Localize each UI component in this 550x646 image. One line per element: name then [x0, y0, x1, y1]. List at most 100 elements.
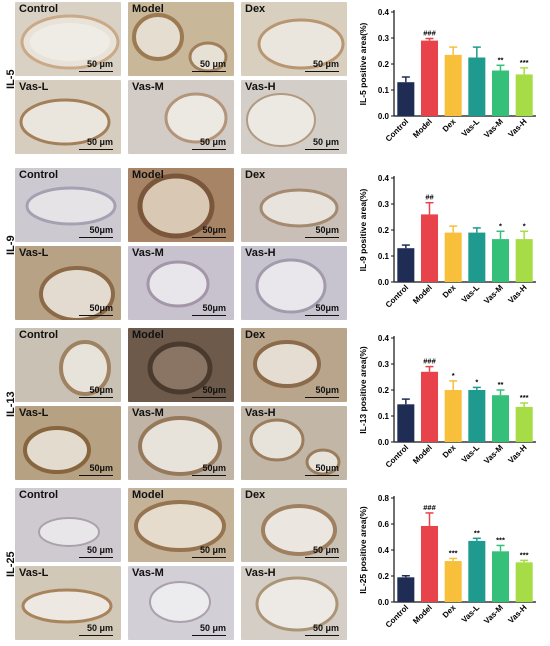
- significance-label: ##: [425, 193, 434, 202]
- scale-bar: [192, 474, 226, 476]
- micrograph-model: Model 50μm: [128, 168, 234, 242]
- significance-label: ***: [520, 58, 529, 67]
- scale-label: 50 μm: [312, 623, 339, 633]
- scale-label: 50μm: [202, 463, 226, 473]
- y-tick-label: 0.0: [378, 438, 390, 447]
- significance-label: ###: [423, 503, 436, 512]
- scale-label: 50 μm: [199, 59, 226, 69]
- tile-label: Vas-L: [19, 567, 49, 579]
- x-tick-label: Vas-H: [506, 603, 528, 625]
- x-tick-label: Dex: [441, 117, 458, 134]
- bar: [420, 525, 439, 602]
- x-tick-label: Model: [411, 603, 434, 626]
- x-tick-label: Control: [384, 443, 410, 469]
- scale-bar: [79, 634, 113, 636]
- micrograph-vas-m: Vas-M 50 μm: [128, 566, 234, 640]
- bar: [468, 540, 486, 602]
- tile-label: Vas-M: [132, 81, 164, 93]
- significance-label: **: [498, 55, 504, 64]
- panel-row-il5: IL-5 Control 50 μm Model 50 μm Dex 50 μm…: [0, 0, 550, 160]
- tile-label: Vas-H: [245, 407, 276, 419]
- bar-chart-il9: IL-9 positive area(%) 0.0 0.1 0.2 0.3 0.4 Cont…: [358, 174, 536, 310]
- x-tick-label: Dex: [441, 443, 458, 460]
- y-tick-label: 0.1: [378, 252, 390, 261]
- scale-label: 50μm: [315, 225, 339, 235]
- micrograph-vas-m: Vas-M 50μm: [128, 246, 234, 320]
- x-tick-label: Control: [384, 117, 410, 143]
- scale-label: 50 μm: [199, 545, 226, 555]
- tile-label: Model: [132, 169, 164, 181]
- bar: [444, 54, 462, 116]
- micrograph-vas-h: Vas-H 50μm: [241, 406, 347, 480]
- micrograph-model: Model 50μm: [128, 328, 234, 402]
- y-tick-label: 0.2: [378, 226, 390, 235]
- x-tick-label: Vas-H: [506, 117, 528, 139]
- scale-label: 50μm: [89, 463, 113, 473]
- micrograph-model: Model 50 μm: [128, 2, 234, 76]
- bar: [491, 395, 510, 442]
- tile-label: Dex: [245, 169, 266, 181]
- tile-label: Vas-L: [19, 81, 49, 93]
- bar: [468, 390, 486, 442]
- x-tick-label: Vas-H: [506, 283, 528, 305]
- significance-label: ***: [449, 548, 458, 557]
- bar: [397, 82, 415, 116]
- y-axis-label: IL-25 positive area(%): [358, 506, 368, 594]
- tile-label: Control: [19, 329, 59, 341]
- bar: [491, 551, 510, 602]
- panel-row-il9: IL-9 Control 50μm Model 50μm Dex 50μm Va…: [0, 166, 550, 326]
- micrograph-vas-l: Vas-L 50 μm: [15, 566, 121, 640]
- bar: [515, 562, 533, 602]
- micrograph-control: Control 50μm: [15, 168, 121, 242]
- x-tick-label: Dex: [441, 603, 458, 620]
- scale-label: 50 μm: [312, 59, 339, 69]
- scale-bar: [305, 236, 339, 238]
- micrograph-vas-h: Vas-H 50 μm: [241, 566, 347, 640]
- y-tick-label: 0.2: [378, 572, 390, 581]
- panel-row-il25: IL-25 Control 50 μm Model 50 μm Dex 50 μ…: [0, 486, 550, 646]
- scale-bar: [79, 70, 113, 72]
- bar: [420, 40, 439, 116]
- significance-label: ***: [520, 393, 529, 402]
- bar: [420, 371, 439, 442]
- y-tick-label: 0.4: [378, 174, 390, 183]
- y-tick-label: 0.0: [378, 598, 390, 607]
- y-tick-label: 0.2: [378, 386, 390, 395]
- scale-bar: [192, 70, 226, 72]
- scale-bar: [305, 148, 339, 150]
- y-tick-label: 0.3: [378, 360, 390, 369]
- tile-label: Dex: [245, 489, 266, 501]
- scale-bar: [192, 634, 226, 636]
- significance-label: **: [474, 528, 480, 537]
- tile-label: Control: [19, 3, 59, 15]
- bar: [420, 214, 439, 282]
- significance-label: ***: [496, 535, 505, 544]
- micrograph-dex: Dex 50μm: [241, 328, 347, 402]
- scale-label: 50μm: [89, 303, 113, 313]
- scale-bar: [192, 396, 226, 398]
- scale-bar: [192, 314, 226, 316]
- tile-label: Vas-M: [132, 407, 164, 419]
- x-tick-label: Control: [384, 603, 410, 629]
- scale-label: 50μm: [202, 225, 226, 235]
- scale-label: 50μm: [315, 303, 339, 313]
- tile-label: Control: [19, 489, 59, 501]
- scale-label: 50 μm: [199, 623, 226, 633]
- micrograph-dex: Dex 50 μm: [241, 488, 347, 562]
- tile-label: Control: [19, 169, 59, 181]
- scale-label: 50 μm: [199, 137, 226, 147]
- significance-label: *: [523, 221, 526, 230]
- scale-bar: [305, 314, 339, 316]
- y-tick-label: 0.2: [378, 60, 390, 69]
- y-tick-label: 0.6: [378, 520, 390, 529]
- y-tick-label: 0.3: [378, 200, 390, 209]
- scale-label: 50μm: [89, 385, 113, 395]
- micrograph-control: Control 50 μm: [15, 2, 121, 76]
- scale-bar: [192, 236, 226, 238]
- x-tick-label: Vas-M: [482, 283, 505, 306]
- tile-label: Model: [132, 489, 164, 501]
- significance-label: *: [499, 221, 502, 230]
- scale-bar: [305, 396, 339, 398]
- x-tick-label: Vas-L: [460, 603, 482, 625]
- tile-label: Vas-M: [132, 567, 164, 579]
